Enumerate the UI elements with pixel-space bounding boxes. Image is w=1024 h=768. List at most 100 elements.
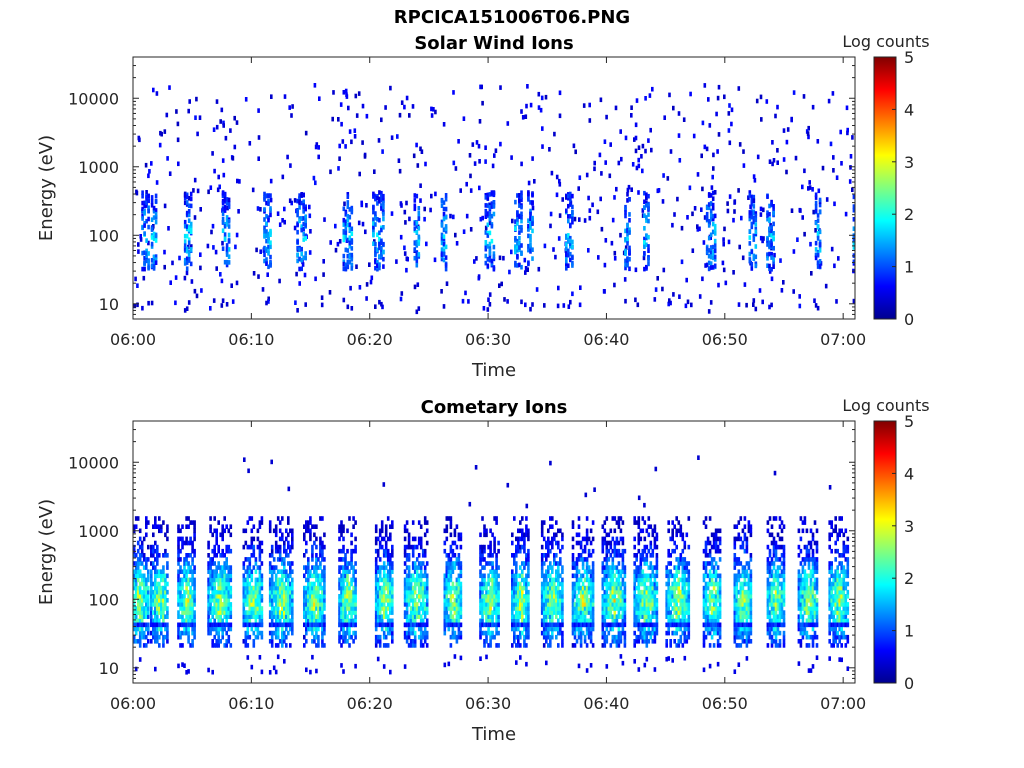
data-cell bbox=[291, 577, 294, 583]
data-cell bbox=[444, 244, 448, 250]
data-cell bbox=[260, 606, 264, 611]
data-cell bbox=[265, 233, 268, 238]
data-cell bbox=[215, 606, 218, 611]
data-cell bbox=[567, 218, 570, 224]
data-cell bbox=[641, 168, 644, 174]
data-cell bbox=[549, 577, 552, 583]
data-cell bbox=[376, 195, 379, 201]
data-cell bbox=[540, 524, 544, 529]
data-cell bbox=[145, 524, 148, 529]
data-cell bbox=[136, 565, 140, 570]
data-cell bbox=[317, 602, 320, 607]
data-cell bbox=[703, 215, 707, 220]
data-cell bbox=[425, 598, 429, 603]
data-cell bbox=[303, 610, 306, 615]
data-cell bbox=[378, 565, 382, 570]
data-cell bbox=[320, 295, 324, 300]
data-cell bbox=[409, 573, 413, 579]
data-cell bbox=[419, 618, 423, 624]
data-cell bbox=[274, 528, 278, 534]
data-cell bbox=[425, 643, 429, 648]
data-cell bbox=[709, 261, 713, 266]
data-cell bbox=[283, 544, 286, 550]
data-cell bbox=[730, 121, 733, 127]
data-cell bbox=[485, 634, 488, 640]
data-cell bbox=[250, 528, 254, 534]
data-cell bbox=[380, 585, 384, 591]
data-cell bbox=[555, 602, 558, 607]
data-cell bbox=[352, 569, 355, 574]
data-cell bbox=[531, 156, 534, 161]
data-cell bbox=[703, 83, 707, 88]
data-cell bbox=[129, 623, 132, 628]
data-cell bbox=[138, 589, 142, 595]
data-cell bbox=[244, 614, 248, 619]
data-cell bbox=[352, 630, 355, 636]
data-cell bbox=[481, 602, 484, 607]
data-cell bbox=[792, 289, 795, 294]
data-cell bbox=[207, 626, 210, 632]
data-cell bbox=[283, 659, 286, 664]
data-cell bbox=[647, 203, 650, 209]
data-cell bbox=[519, 589, 522, 595]
data-cell bbox=[523, 585, 526, 591]
data-cell bbox=[626, 236, 629, 242]
data-cell bbox=[604, 238, 608, 243]
data-cell bbox=[423, 626, 427, 632]
data-cell bbox=[276, 626, 280, 632]
data-cell bbox=[344, 589, 347, 595]
data-cell bbox=[798, 294, 801, 299]
data-cell bbox=[244, 528, 248, 534]
data-cell bbox=[339, 102, 343, 107]
data-cell bbox=[493, 573, 496, 579]
data-cell bbox=[258, 618, 262, 624]
data-cell bbox=[372, 194, 375, 199]
data-cell bbox=[527, 594, 530, 599]
data-cell bbox=[136, 548, 140, 554]
data-cell bbox=[407, 634, 411, 640]
data-cell bbox=[382, 643, 386, 648]
data-cell bbox=[523, 643, 526, 648]
data-cell bbox=[513, 577, 516, 583]
data-cell bbox=[305, 618, 308, 624]
data-cell bbox=[340, 581, 343, 587]
data-cell bbox=[181, 581, 184, 587]
data-cell bbox=[628, 248, 631, 254]
data-cell bbox=[493, 577, 496, 583]
data-cell bbox=[782, 280, 785, 285]
data-cell bbox=[160, 630, 163, 636]
data-cell bbox=[338, 602, 341, 607]
data-cell bbox=[281, 569, 284, 574]
data-cell bbox=[547, 610, 550, 615]
data-cell bbox=[225, 252, 229, 257]
data-cell bbox=[338, 634, 341, 640]
data-cell bbox=[321, 634, 324, 640]
data-cell bbox=[164, 553, 167, 558]
data-cell bbox=[181, 614, 184, 619]
data-cell bbox=[709, 201, 713, 206]
data-cell bbox=[549, 548, 552, 554]
data-cell bbox=[162, 598, 165, 603]
data-cell bbox=[711, 174, 714, 180]
data-cell bbox=[479, 569, 482, 574]
data-cell bbox=[479, 610, 482, 615]
data-cell bbox=[246, 618, 250, 624]
data-cell bbox=[346, 598, 349, 603]
data-cell bbox=[225, 610, 228, 615]
data-cell bbox=[523, 565, 526, 570]
data-cell bbox=[209, 528, 212, 534]
data-cell bbox=[557, 626, 560, 632]
data-cell bbox=[152, 266, 156, 271]
data-cell bbox=[759, 94, 763, 100]
data-cell bbox=[258, 577, 262, 583]
data-cell bbox=[626, 241, 629, 246]
data-cell bbox=[571, 193, 574, 199]
data-cell bbox=[252, 598, 256, 603]
data-cell bbox=[313, 532, 316, 538]
data-cell bbox=[722, 237, 725, 242]
data-cell bbox=[378, 299, 381, 305]
data-cell bbox=[624, 245, 628, 250]
data-cell bbox=[531, 228, 534, 234]
data-cell bbox=[407, 569, 411, 574]
data-cell bbox=[545, 589, 548, 595]
